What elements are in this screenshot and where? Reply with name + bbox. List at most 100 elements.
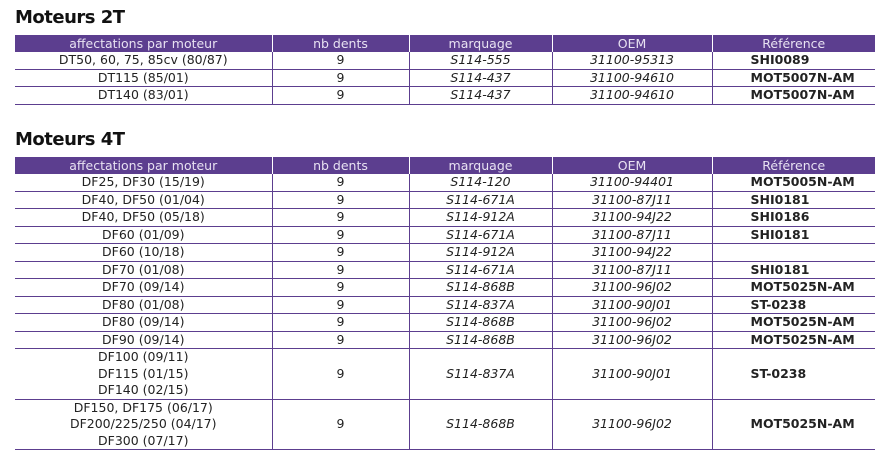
- cell: DF25, DF30 (15/19): [15, 174, 272, 192]
- cell: ST-0238: [711, 348, 875, 400]
- cell: 9: [271, 399, 409, 450]
- cell-line: DF150, DF175 (06/17): [73, 399, 213, 415]
- cell: S114-868B: [408, 313, 552, 332]
- row: DF70 (09/14) 9 S114-868B 31100-96J02 MOT5025…: [15, 278, 875, 297]
- cell: DF70 (01/08): [15, 261, 272, 279]
- row: DF60 (10/18) 9 S114-912A 31100-94J22: [15, 243, 875, 262]
- cell: 9: [271, 208, 409, 227]
- cell: 9: [271, 52, 409, 70]
- cell: 31100-96J02: [551, 313, 712, 332]
- header-row: affectations par moteur nb dents marquage O…: [15, 157, 875, 174]
- cell: S114-437: [408, 86, 552, 105]
- header-cell: OEM: [551, 35, 712, 52]
- cell: 31100-87J11: [551, 191, 712, 209]
- cell: DF80 (01/08): [15, 296, 272, 314]
- cell: 9: [271, 69, 409, 87]
- cell-line: DF140 (02/15): [98, 382, 189, 397]
- cell: S114-868B: [408, 331, 552, 349]
- cell: 9: [271, 331, 409, 349]
- cell: 9: [271, 174, 409, 192]
- cell: 9: [271, 313, 409, 332]
- section: Moteurs 4T affectations par moteur nb dent…: [15, 128, 875, 450]
- row: DF80 (09/14) 9 S114-868B 31100-96J02 MOT5025…: [15, 313, 875, 332]
- cell: 31100-94J22: [551, 243, 712, 262]
- cell: S114-912A: [408, 243, 552, 262]
- cell: DF90 (09/14): [15, 331, 272, 349]
- header-row: affectations par moteur nb dents marquage O…: [15, 35, 875, 52]
- cell: DF40, DF50 (01/04): [15, 191, 272, 209]
- header-cell: nb dents: [271, 157, 409, 174]
- row: DF40, DF50 (05/18) 9 S114-912A 31100-94J22 S…: [15, 208, 875, 227]
- cell: S114-868B: [408, 278, 552, 297]
- cell: 31100-94J22: [551, 208, 712, 227]
- row: DF25, DF30 (15/19) 9 S114-120 31100-94401 MO…: [15, 174, 875, 192]
- cell: DF40, DF50 (05/18): [15, 208, 272, 227]
- cell: S114-671A: [408, 226, 552, 244]
- cell-line: DF100 (09/11): [98, 349, 189, 364]
- header-cell: marquage: [408, 157, 552, 174]
- cell: 9: [271, 348, 409, 400]
- row: DF40, DF50 (01/04) 9 S114-671A 31100-87J11 S…: [15, 191, 875, 209]
- cell: 31100-94610: [551, 69, 712, 87]
- row: DT140 (83/01) 9 S114-437 31100-94610 MOT5007…: [15, 86, 875, 105]
- cell: S114-671A: [408, 191, 552, 209]
- cell-line: DF200/225/250 (04/17): [69, 416, 217, 431]
- row: DF100 (09/11) DF115 (01/15) DF140 (02/15) 9…: [15, 348, 875, 400]
- header-cell: affectations par moteur: [15, 157, 272, 174]
- cell: 9: [271, 191, 409, 209]
- cell: S114-837A: [408, 296, 552, 314]
- cell: 31100-95313: [551, 52, 712, 70]
- cell: 9: [271, 296, 409, 314]
- cell: SHI0089: [711, 52, 875, 70]
- cell: 31100-90J01: [551, 348, 712, 400]
- cell: DT50, 60, 75, 85cv (80/87): [15, 52, 272, 70]
- cell: DF60 (01/09): [15, 226, 272, 244]
- cell: SHI0181: [711, 191, 875, 209]
- cell: DF60 (10/18): [15, 243, 272, 262]
- header-cell: Référence: [711, 157, 875, 174]
- header-cell: OEM: [551, 157, 712, 174]
- cell: MOT5025N-AM: [711, 278, 875, 297]
- section: Moteurs 2T affectations par moteur nb dent…: [15, 6, 875, 105]
- cell: [711, 243, 875, 262]
- cell: SHI0186: [711, 208, 875, 227]
- row: DF80 (01/08) 9 S114-837A 31100-90J01 ST-0238: [15, 296, 875, 314]
- table: affectations par moteur nb dents marquage O…: [15, 157, 875, 450]
- cell: 9: [271, 243, 409, 262]
- cell: 31100-90J01: [551, 296, 712, 314]
- cell: 9: [271, 261, 409, 279]
- cell: MOT5025N-AM: [711, 331, 875, 349]
- cell: DF70 (09/14): [15, 278, 272, 297]
- row: DT50, 60, 75, 85cv (80/87) 9 S114-555 31100…: [15, 52, 875, 70]
- header-cell: nb dents: [271, 35, 409, 52]
- cell: 31100-94401: [551, 174, 712, 192]
- header-cell: marquage: [408, 35, 552, 52]
- table: affectations par moteur nb dents marquage O…: [15, 35, 875, 105]
- section-title: Moteurs 2T: [15, 7, 125, 28]
- cell: DF80 (09/14): [15, 313, 272, 332]
- cell: DT140 (83/01): [15, 86, 272, 105]
- cell: S114-837A: [408, 348, 552, 400]
- row: DF150, DF175 (06/17) DF200/225/250 (04/17…: [15, 399, 875, 450]
- cell: S114-437: [408, 69, 552, 87]
- cell: 31100-96J02: [551, 399, 712, 450]
- cell: 9: [271, 86, 409, 105]
- cell: MOT5005N-AM: [711, 174, 875, 192]
- cell: 31100-96J02: [551, 278, 712, 297]
- row: DF90 (09/14) 9 S114-868B 31100-96J02 MOT5025…: [15, 331, 875, 349]
- cell: 9: [271, 226, 409, 244]
- header-cell: Référence: [711, 35, 875, 52]
- cell: MOT5007N-AM: [711, 69, 875, 87]
- cell: 31100-94610: [551, 86, 712, 105]
- cell-line: DF300 (07/17): [98, 432, 189, 448]
- cell: 31100-87J11: [551, 261, 712, 279]
- row: DF70 (01/08) 9 S114-671A 31100-87J11 SHI0181: [15, 261, 875, 279]
- cell: SHI0181: [711, 261, 875, 279]
- cell: S114-555: [408, 52, 552, 70]
- cell: S114-868B: [408, 399, 552, 450]
- header-cell: affectations par moteur: [15, 35, 272, 52]
- cell-line: DF115 (01/15): [98, 365, 189, 381]
- cell: S114-120: [408, 174, 552, 192]
- cell: S114-671A: [408, 261, 552, 279]
